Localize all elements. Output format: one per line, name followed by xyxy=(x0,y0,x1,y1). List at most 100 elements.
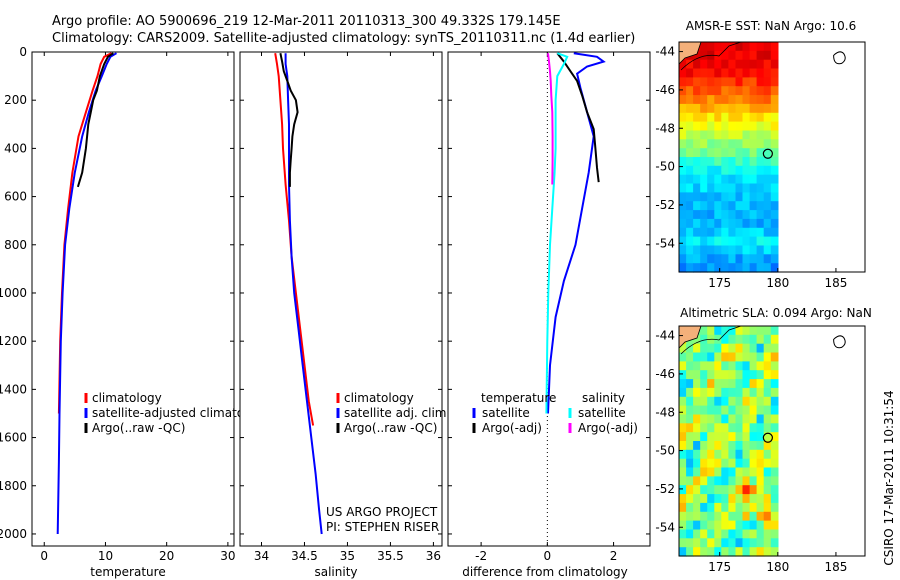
map-cell xyxy=(686,529,694,539)
map-cell xyxy=(700,538,708,548)
map-cell xyxy=(742,326,751,336)
map-cell xyxy=(721,183,729,193)
map-cell xyxy=(686,511,694,522)
map-cell xyxy=(707,379,715,389)
map-cell xyxy=(693,50,701,61)
map-cell xyxy=(686,201,694,211)
map-cell xyxy=(763,192,772,202)
map-cell xyxy=(770,538,779,548)
map-cell xyxy=(679,538,687,548)
map-cell xyxy=(693,174,701,185)
map-cell xyxy=(728,77,737,87)
map-cell xyxy=(714,254,722,264)
map-cell xyxy=(707,502,715,513)
map-cell xyxy=(714,529,722,539)
map-cell xyxy=(742,77,751,87)
map-cell xyxy=(693,502,701,513)
map-cell xyxy=(679,547,687,557)
map-cell xyxy=(679,174,687,185)
map-cell xyxy=(735,42,744,52)
map-cell xyxy=(707,210,715,220)
map-cell xyxy=(728,343,737,354)
map-cell xyxy=(735,494,744,504)
map-cell xyxy=(763,121,772,131)
map-cell xyxy=(714,130,722,140)
map-cell xyxy=(756,334,765,345)
map-cell xyxy=(728,183,737,193)
map-cell xyxy=(728,86,737,96)
map-cell xyxy=(763,485,772,495)
map-cell xyxy=(763,458,772,469)
sst-map-title: AMSR-E SST: NaN Argo: 10.6 xyxy=(686,19,856,33)
map-cell xyxy=(707,387,715,398)
map-cell xyxy=(721,449,729,460)
map-cell xyxy=(742,183,751,193)
map-cell xyxy=(707,236,715,246)
map-cell xyxy=(707,449,715,460)
map-cell xyxy=(756,157,765,167)
map-cell xyxy=(700,485,708,495)
panel-sst-map: AMSR-E SST: NaN Argo: 10.6 175 180 185 -44 -… xyxy=(655,19,866,290)
map-cell xyxy=(770,441,779,451)
map-cell xyxy=(763,112,772,123)
legend-group-title: temperature xyxy=(481,391,556,405)
map-cell xyxy=(700,547,708,557)
map-cell xyxy=(728,423,737,433)
map-cell xyxy=(756,458,765,469)
map-cell xyxy=(742,511,751,522)
map-cell xyxy=(693,343,701,354)
series-line-satellite xyxy=(545,52,569,414)
map-cell xyxy=(693,183,701,193)
y-tick-label: -50 xyxy=(655,444,675,458)
map-cell xyxy=(742,520,751,530)
map-cell xyxy=(714,121,722,131)
map-cell xyxy=(721,441,729,451)
map-cell xyxy=(756,396,765,407)
map-cell xyxy=(707,538,715,548)
map-cell xyxy=(770,50,779,61)
map-cell xyxy=(693,494,701,504)
map-cell xyxy=(770,95,779,105)
map-cell xyxy=(714,157,722,167)
map-cell xyxy=(742,174,751,185)
map-cell xyxy=(735,458,744,469)
map-cell xyxy=(679,77,687,87)
map-cell xyxy=(707,103,715,114)
map-cell xyxy=(679,423,687,433)
map-cell xyxy=(763,467,772,477)
map-cell xyxy=(714,343,722,354)
map-cell xyxy=(686,157,694,167)
map-cell xyxy=(749,334,758,345)
map-cell xyxy=(700,112,708,123)
map-cell xyxy=(679,414,687,424)
map-cell xyxy=(735,334,744,345)
map-cell xyxy=(756,370,765,380)
map-cell xyxy=(728,210,737,220)
map-cell xyxy=(721,396,729,407)
map-cell xyxy=(742,467,751,477)
map-cell xyxy=(700,210,708,220)
map-cell xyxy=(735,387,744,398)
map-cell xyxy=(686,476,694,486)
map-cell xyxy=(679,201,687,211)
map-cell xyxy=(770,210,779,220)
map-cell xyxy=(756,103,765,114)
map-cell xyxy=(749,370,758,380)
map-cell xyxy=(756,201,765,211)
map-cell xyxy=(700,449,708,460)
map-cell xyxy=(721,112,729,123)
map-cell xyxy=(763,334,772,345)
map-cell xyxy=(686,361,694,371)
map-cell xyxy=(749,165,758,176)
y-tick-label: -52 xyxy=(655,198,675,212)
map-cell xyxy=(721,157,729,167)
map-cell xyxy=(735,236,744,246)
map-cell xyxy=(756,59,765,70)
y-tick-label: -46 xyxy=(655,83,675,97)
map-cell xyxy=(735,405,744,415)
map-cell xyxy=(742,201,751,211)
map-cell xyxy=(742,387,751,398)
panel-difference-legend: temperaturesatelliteArgo(-adj)salinitysa… xyxy=(472,391,638,435)
map-cell xyxy=(707,326,715,336)
map-cell xyxy=(728,449,737,460)
